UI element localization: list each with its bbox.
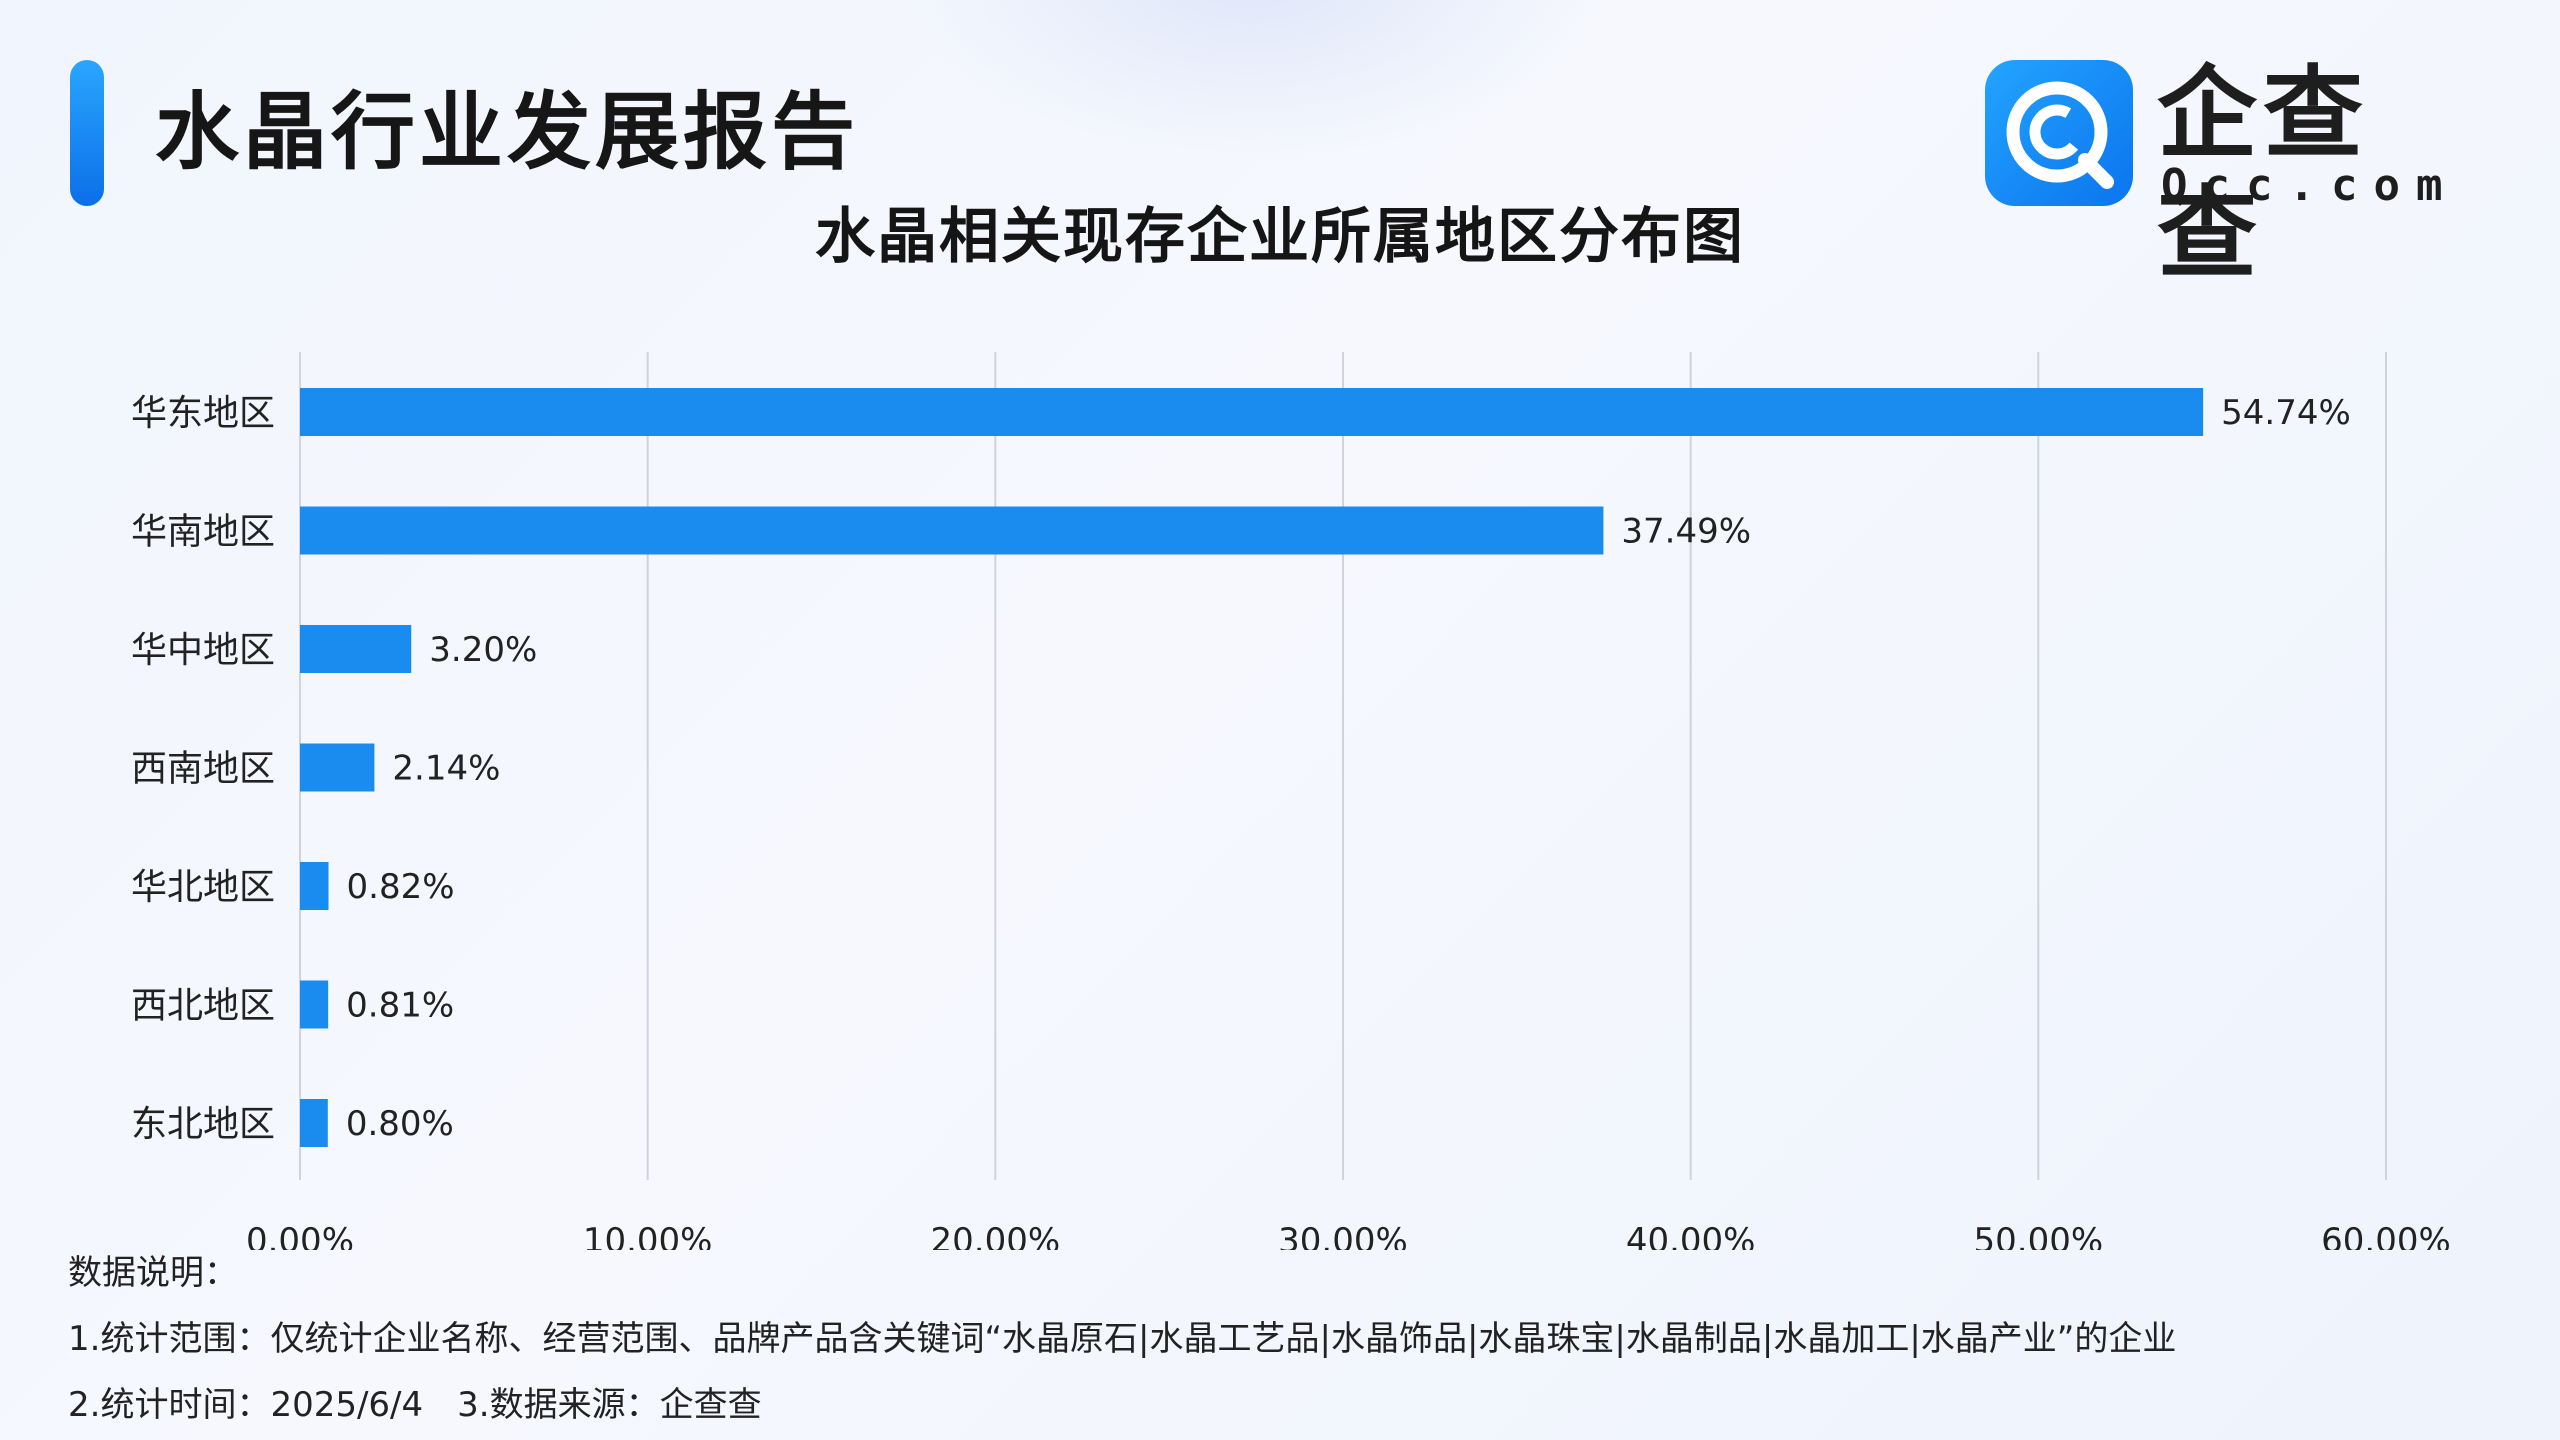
report-title: 水晶行业发展报告 [155,83,860,181]
x-tick-label: 60.00% [2321,1221,2451,1250]
brand-logo: 企查查 Qcc.com [1985,55,2465,292]
bar-chart: 0.00% 10.00% 20.00% 30.00% 40.00% 50.00% 60.00… [131,352,2451,1250]
logo-text-en: Qcc.com [2161,160,2459,211]
chart-title: 水晶相关现存企业所属地区分布图 [815,202,1745,272]
data-label: 0.80% [346,1104,454,1144]
data-label: 0.81% [346,986,454,1026]
qcc-logo-icon [1985,60,2133,206]
logo-text-cn: 企查查 [2157,55,2369,292]
category-label: 东北地区 [131,1104,275,1145]
x-tick-label: 30.00% [1278,1221,1408,1250]
notes-line-2: 2.统计时间：2025/6/4 3.数据来源：企查查 [68,1385,762,1425]
bar [300,743,375,792]
bar [300,1099,328,1147]
x-tick-label: 50.00% [1974,1221,2104,1250]
category-label: 西南地区 [131,749,275,790]
data-label: 0.82% [347,867,455,907]
x-tick-label: 0.00% [246,1221,354,1250]
data-label: 54.74% [2221,393,2351,433]
x-tick-label: 10.00% [583,1221,713,1250]
notes-line-1: 1.统计范围：仅统计企业名称、经营范围、品牌产品含关键词“水晶原石|水晶工艺品|… [68,1319,2177,1359]
data-label: 37.49% [1621,512,1751,552]
title-accent-bar [70,60,104,206]
category-label: 西北地区 [131,986,275,1027]
background-glow [900,0,1600,160]
bar [300,980,329,1029]
notes-heading: 数据说明： [68,1253,238,1293]
data-label: 3.20% [429,630,537,670]
bar [300,506,1604,555]
category-label: 华南地区 [131,512,275,553]
bar [300,862,329,910]
data-label: 2.14% [392,749,500,789]
x-tick-label: 40.00% [1626,1221,1756,1250]
category-label: 华东地区 [131,393,275,434]
x-tick-label: 20.00% [931,1221,1061,1250]
bar [300,625,412,673]
bar [300,388,2204,436]
category-label: 华中地区 [131,630,275,671]
category-label: 华北地区 [131,867,275,908]
data-notes: 数据说明： 1.统计范围：仅统计企业名称、经营范围、品牌产品含关键词“水晶原石|… [68,1240,2176,1438]
